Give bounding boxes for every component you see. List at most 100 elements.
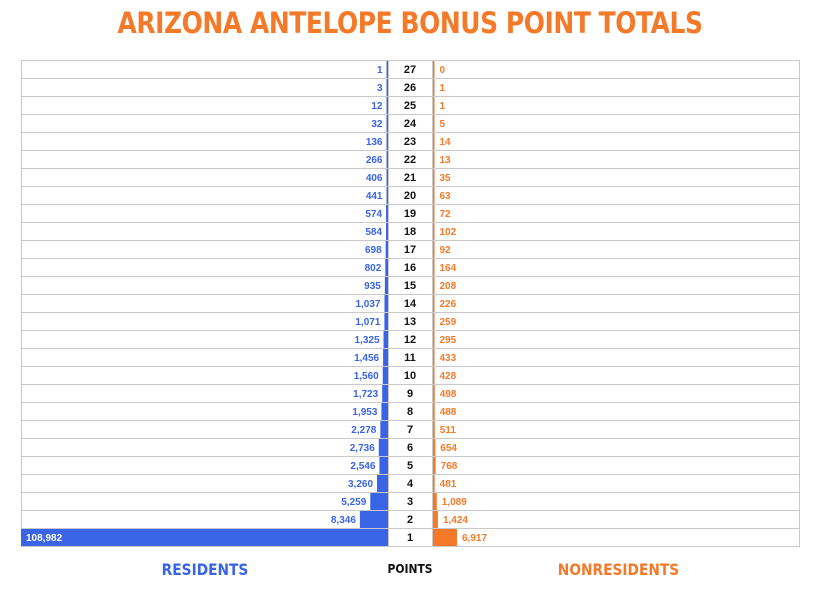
nonresident-bar [433, 187, 435, 204]
resident-value-label: 3 [377, 83, 383, 94]
nonresident-bar [433, 133, 435, 150]
points-tick-label: 21 [404, 172, 416, 184]
nonresident-value-label: 488 [440, 407, 457, 418]
nonresident-bar [433, 349, 435, 366]
points-tick-label: 14 [404, 298, 417, 310]
nonresident-value-label: 498 [440, 389, 457, 400]
resident-bar [386, 61, 388, 78]
points-tick-label: 8 [407, 406, 413, 418]
nonresident-value-label: 1,089 [442, 497, 467, 508]
resident-bar [381, 403, 388, 420]
nonresident-value-label: 259 [440, 317, 457, 328]
points-tick-label: 4 [407, 478, 414, 490]
resident-bar [386, 169, 388, 186]
chart-frame [21, 60, 800, 547]
resident-value-label: 12 [371, 101, 383, 112]
nonresident-value-label: 6,917 [462, 533, 487, 544]
nonresident-bar [433, 313, 435, 330]
nonresident-value-label: 13 [440, 155, 452, 166]
resident-value-label: 8,346 [331, 515, 356, 526]
resident-value-label: 1,071 [355, 317, 380, 328]
resident-value-label: 1,456 [354, 353, 379, 364]
points-tick-label: 3 [407, 496, 413, 508]
nonresident-value-label: 63 [440, 191, 452, 202]
resident-value-label: 2,736 [350, 443, 375, 454]
nonresident-bar [433, 115, 435, 132]
nonresident-bar [433, 223, 435, 240]
resident-value-label: 584 [365, 227, 382, 238]
points-tick-label: 11 [404, 352, 416, 364]
residents-label: RESIDENTS [161, 560, 249, 579]
points-tick-label: 5 [407, 460, 413, 472]
nonresident-bar [433, 61, 435, 78]
resident-bar [380, 421, 388, 438]
resident-bar [382, 385, 388, 402]
points-tick-label: 22 [404, 154, 416, 166]
points-tick-label: 7 [407, 424, 413, 436]
points-tick-label: 9 [407, 388, 413, 400]
resident-bar [386, 79, 388, 96]
nonresident-value-label: 481 [440, 479, 457, 490]
resident-value-label: 32 [371, 119, 383, 130]
nonresident-bar [433, 385, 435, 402]
resident-bar [386, 187, 388, 204]
resident-value-label: 1,560 [354, 371, 379, 382]
nonresident-bar [433, 457, 436, 474]
points-tick-label: 27 [404, 64, 416, 76]
nonresident-value-label: 428 [440, 371, 457, 382]
nonresident-value-label: 654 [440, 443, 457, 454]
resident-value-label: 1,325 [355, 335, 380, 346]
nonresident-value-label: 0 [440, 65, 446, 76]
nonresident-bar [433, 475, 435, 492]
resident-value-label: 1,953 [352, 407, 377, 418]
resident-value-label: 266 [366, 155, 383, 166]
resident-bar [385, 259, 388, 276]
points-tick-label: 18 [404, 226, 416, 238]
resident-bar [386, 97, 388, 114]
nonresident-bar [433, 403, 435, 420]
resident-value-label: 698 [365, 245, 382, 256]
resident-bar [379, 457, 388, 474]
chart-title: ARIZONA ANTELOPE BONUS POINT TOTALS [117, 6, 703, 40]
resident-bar [386, 205, 388, 222]
resident-bar [359, 511, 388, 528]
nonresident-bar [433, 529, 457, 546]
resident-value-label: 136 [366, 137, 383, 148]
points-tick-label: 13 [404, 316, 416, 328]
resident-value-label: 1,723 [353, 389, 378, 400]
resident-value-label: 441 [366, 191, 383, 202]
resident-value-label: 574 [365, 209, 382, 220]
points-tick-label: 17 [404, 244, 416, 256]
nonresident-bar [433, 241, 435, 258]
resident-value-label: 1 [377, 65, 383, 76]
nonresident-value-label: 92 [440, 245, 452, 256]
nonresident-value-label: 226 [440, 299, 457, 310]
resident-bar [384, 313, 388, 330]
nonresident-bar [433, 151, 435, 168]
points-tick-label: 15 [404, 280, 416, 292]
nonresident-bar [433, 331, 435, 348]
points-tick-label: 1 [407, 532, 413, 544]
resident-value-label: 802 [365, 263, 382, 274]
points-tick-label: 16 [404, 262, 416, 274]
points-tick-label: 19 [404, 208, 416, 220]
nonresident-bar [433, 421, 435, 438]
points-label: POINTS [387, 561, 433, 576]
points-tick-label: 23 [404, 136, 416, 148]
nonresident-value-label: 433 [440, 353, 457, 364]
nonresident-value-label: 102 [440, 227, 457, 238]
points-tick-label: 25 [404, 100, 416, 112]
points-tick-label: 20 [404, 190, 416, 202]
resident-bar [378, 439, 388, 456]
nonresident-bar [433, 79, 435, 96]
nonresident-value-label: 14 [440, 137, 452, 148]
resident-bar [370, 493, 388, 510]
nonresident-bar [433, 97, 435, 114]
nonresident-bar [433, 367, 435, 384]
resident-bar [386, 223, 388, 240]
resident-value-label: 2,278 [351, 425, 376, 436]
nonresident-value-label: 1 [440, 101, 446, 112]
resident-value-label: 2,546 [350, 461, 375, 472]
nonresident-value-label: 72 [440, 209, 452, 220]
nonresident-value-label: 208 [440, 281, 457, 292]
